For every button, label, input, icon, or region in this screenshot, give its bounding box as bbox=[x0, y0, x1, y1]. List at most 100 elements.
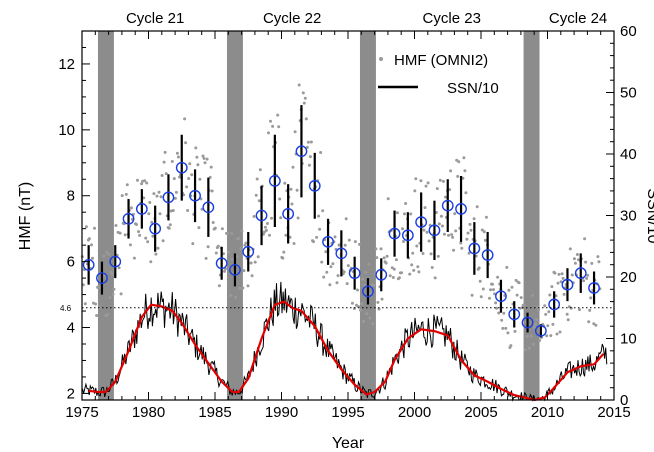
hmf-monthly-dot bbox=[325, 270, 329, 274]
hmf-monthly-dot bbox=[329, 265, 333, 269]
hmf-monthly-dot bbox=[584, 260, 588, 264]
hmf-monthly-dot bbox=[582, 279, 586, 283]
hmf-monthly-dot bbox=[587, 320, 591, 324]
hmf-monthly-dot bbox=[527, 346, 531, 350]
hmf-monthly-dot bbox=[270, 216, 273, 220]
hmf-monthly-dot bbox=[505, 265, 509, 269]
hmf-monthly-dot bbox=[84, 225, 88, 229]
hmf-monthly-dot bbox=[144, 236, 148, 240]
hmf-monthly-dot bbox=[241, 286, 245, 290]
hmf-monthly-dot bbox=[523, 348, 527, 352]
hmf-monthly-dot bbox=[425, 230, 429, 234]
hmf-monthly-dot bbox=[452, 248, 456, 252]
hmf-monthly-dot bbox=[464, 191, 468, 195]
hmf-monthly-dot bbox=[160, 174, 164, 177]
hmf-monthly-dot bbox=[155, 194, 159, 198]
hmf-monthly-dot bbox=[284, 233, 288, 237]
x-tick-label: 1975 bbox=[65, 404, 98, 421]
hmf-annual-point bbox=[202, 201, 215, 214]
hmf-annual-point bbox=[508, 308, 521, 321]
hmf-monthly-dot bbox=[297, 83, 301, 87]
hmf-monthly-dot bbox=[436, 254, 440, 258]
hmf-monthly-dot bbox=[429, 252, 433, 256]
hmf-monthly-dot bbox=[372, 283, 376, 287]
hmf-monthly-dot bbox=[455, 158, 459, 162]
hmf-monthly-dot bbox=[529, 334, 533, 338]
hmf-monthly-dot bbox=[530, 293, 534, 297]
hmf-monthly-dot bbox=[570, 273, 574, 277]
hmf-annual-circles bbox=[82, 145, 600, 337]
hmf-monthly-dot bbox=[106, 313, 110, 317]
hmf-monthly-dot bbox=[254, 193, 258, 197]
hmf-annual-point bbox=[588, 282, 600, 294]
hmf-monthly-dot bbox=[283, 181, 287, 185]
hmf-monthly-dot bbox=[303, 96, 307, 100]
hmf-annual-point bbox=[415, 216, 428, 228]
hmf-monthly-dot bbox=[237, 236, 241, 240]
x-tick-label: 1995 bbox=[331, 404, 364, 421]
x-tick-label: 2000 bbox=[398, 404, 431, 421]
y-right-tick-label: 50 bbox=[620, 85, 637, 102]
x-axis-title: Year bbox=[332, 435, 365, 452]
y-right-tick-label: 30 bbox=[620, 208, 637, 225]
hmf-annual-point bbox=[295, 145, 308, 158]
axis-titles: Year HMF (nT) SSN/10 bbox=[17, 182, 654, 452]
hmf-monthly-dot bbox=[566, 318, 570, 322]
hmf-annual-point bbox=[162, 191, 175, 204]
hmf-monthly-dot bbox=[152, 192, 156, 196]
hmf-monthly-dot bbox=[223, 269, 226, 273]
hmf-monthly-dot bbox=[362, 319, 366, 323]
hmf-annual-point bbox=[534, 324, 547, 337]
hmf-monthly-dot bbox=[258, 168, 262, 172]
hmf-monthly-dot bbox=[457, 160, 461, 164]
hmf-monthly-dot bbox=[469, 228, 473, 232]
hmf-monthly-dot bbox=[392, 267, 396, 271]
reference-line-group: 4.6 bbox=[60, 304, 614, 313]
reference-line-label: 4.6 bbox=[60, 304, 72, 313]
hmf-monthly-dot bbox=[430, 266, 434, 269]
y-left-tick-label: 12 bbox=[58, 56, 75, 73]
hmf-monthly-dot bbox=[594, 323, 598, 327]
hmf-monthly-dot bbox=[438, 178, 442, 182]
hmf-monthly-dot bbox=[197, 226, 201, 230]
hmf-monthly-dot bbox=[175, 151, 179, 155]
hmf-monthly-dot bbox=[183, 117, 187, 121]
hmf-monthly-dot bbox=[307, 163, 311, 167]
hmf-annual-point bbox=[189, 189, 201, 202]
hmf-annual-point bbox=[362, 285, 374, 298]
hmf-monthly-dot bbox=[184, 141, 188, 145]
hmf-monthly-dot bbox=[271, 124, 275, 128]
hmf-monthly-dot bbox=[105, 250, 109, 254]
hmf-monthly-dot bbox=[585, 276, 589, 280]
hmf-monthly-dot bbox=[365, 312, 369, 316]
hmf-monthly-dot bbox=[140, 182, 144, 186]
hmf-monthly-dot bbox=[549, 334, 553, 338]
hmf-annual-point bbox=[548, 298, 561, 311]
hmf-monthly-dot bbox=[210, 189, 214, 193]
hmf-monthly-dot bbox=[417, 270, 421, 274]
hmf-monthly-dot bbox=[385, 254, 389, 258]
hmf-monthly-dot bbox=[94, 302, 98, 306]
hmf-monthly-dot bbox=[517, 281, 521, 285]
hmf-monthly-dot bbox=[170, 160, 174, 163]
hmf-monthly-dot bbox=[423, 206, 427, 210]
x-tick-label: 1990 bbox=[265, 404, 298, 421]
hmf-monthly-dot bbox=[87, 237, 91, 241]
hmf-monthly-dot bbox=[401, 227, 404, 231]
hmf-monthly-dot bbox=[531, 342, 535, 346]
hmf-monthly-dot bbox=[151, 234, 155, 238]
hmf-annual-point bbox=[574, 267, 587, 280]
cycle-label: Cycle 24 bbox=[549, 10, 607, 27]
hmf-monthly-dot bbox=[322, 275, 326, 279]
hmf-monthly-dot bbox=[435, 187, 439, 191]
hmf-monthly-dot bbox=[421, 252, 425, 255]
hmf-monthly-dot bbox=[253, 260, 257, 264]
hmf-monthly-dot bbox=[465, 237, 469, 241]
hmf-monthly-dot bbox=[263, 225, 267, 229]
hmf-monthly-dot bbox=[449, 169, 453, 173]
hmf-monthly-dot bbox=[509, 344, 513, 348]
hmf-monthly-dot bbox=[358, 242, 361, 246]
hmf-monthly-dot bbox=[424, 184, 428, 188]
hmf-monthly-dot bbox=[483, 238, 487, 242]
